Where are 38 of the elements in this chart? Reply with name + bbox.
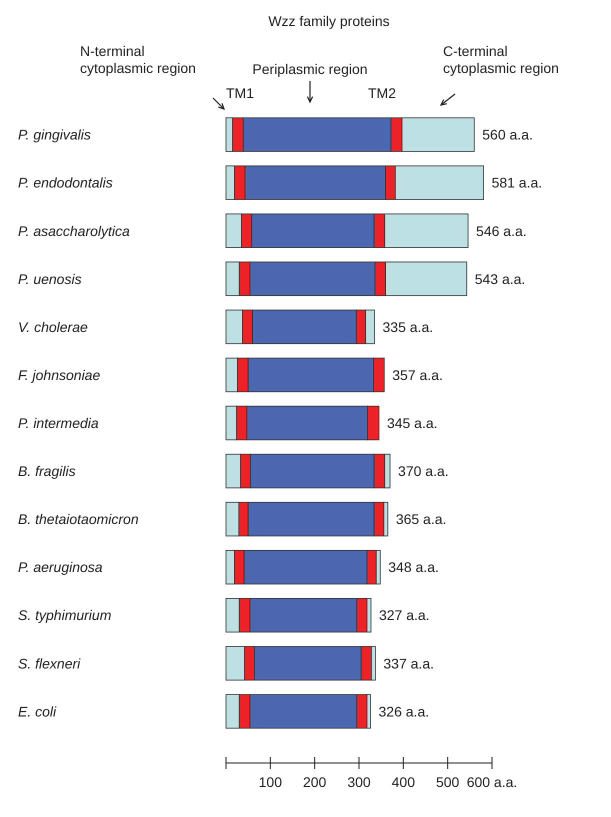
total-label: 345 a.a.: [386, 415, 438, 431]
y-tick-label: P. aeruginosa: [18, 559, 103, 576]
total-label: 357 a.a.: [392, 366, 443, 383]
y-tick-label: P. asaccharolytica: [18, 222, 130, 239]
text: Periplasmic region: [252, 61, 368, 77]
y-tick-label: S. flexneri: [18, 655, 82, 672]
total-label: 348 a.a.: [388, 559, 439, 576]
x-tick-label: 500: [436, 774, 460, 790]
y-tick-label: B. fragilis: [18, 463, 76, 480]
y-tick-label: V. cholerae: [18, 318, 88, 335]
y-tick-label: P. gingivalis: [18, 126, 91, 143]
y-tick-label: F. johnsoniae: [18, 366, 100, 383]
text: TM1: [226, 85, 254, 101]
total-label: 546 a.a.: [476, 222, 527, 239]
y-tick-label: P. intermedia: [18, 415, 99, 431]
x-tick-label: 400: [392, 774, 416, 790]
x-tick-label: 300: [347, 774, 371, 790]
total-label: 560 a.a.: [482, 126, 533, 143]
text: N-terminal cytoplasmic region: [80, 43, 196, 76]
total-label: 581 a.a.: [492, 174, 542, 191]
total-label: 327 a.a.: [378, 607, 430, 624]
total-label: 326 a.a.: [378, 703, 430, 720]
y-tick-label: S. typhimurium: [18, 607, 112, 624]
total-label: 335 a.a.: [382, 318, 434, 335]
text: C-terminal cytoplasmic region: [443, 43, 559, 76]
x-tick-label: 200: [302, 774, 327, 790]
y-tick-label: P. uenosis: [18, 270, 82, 287]
x-tick-label: 100: [258, 774, 282, 790]
total-label: 370 a.a.: [398, 463, 449, 480]
chart-title: Wzz family proteins: [268, 13, 390, 29]
y-tick-label: E. coli: [18, 703, 58, 720]
x-tick-label: 600 a.a.: [466, 774, 518, 790]
total-label: 365 a.a.: [396, 511, 446, 528]
y-tick-label: B. thetaiotaomicron: [18, 511, 139, 528]
total-label: 337 a.a.: [383, 655, 434, 672]
text: TM2: [368, 85, 396, 101]
total-label: 543 a.a.: [474, 270, 526, 287]
y-tick-label: P. endodontalis: [18, 174, 113, 191]
